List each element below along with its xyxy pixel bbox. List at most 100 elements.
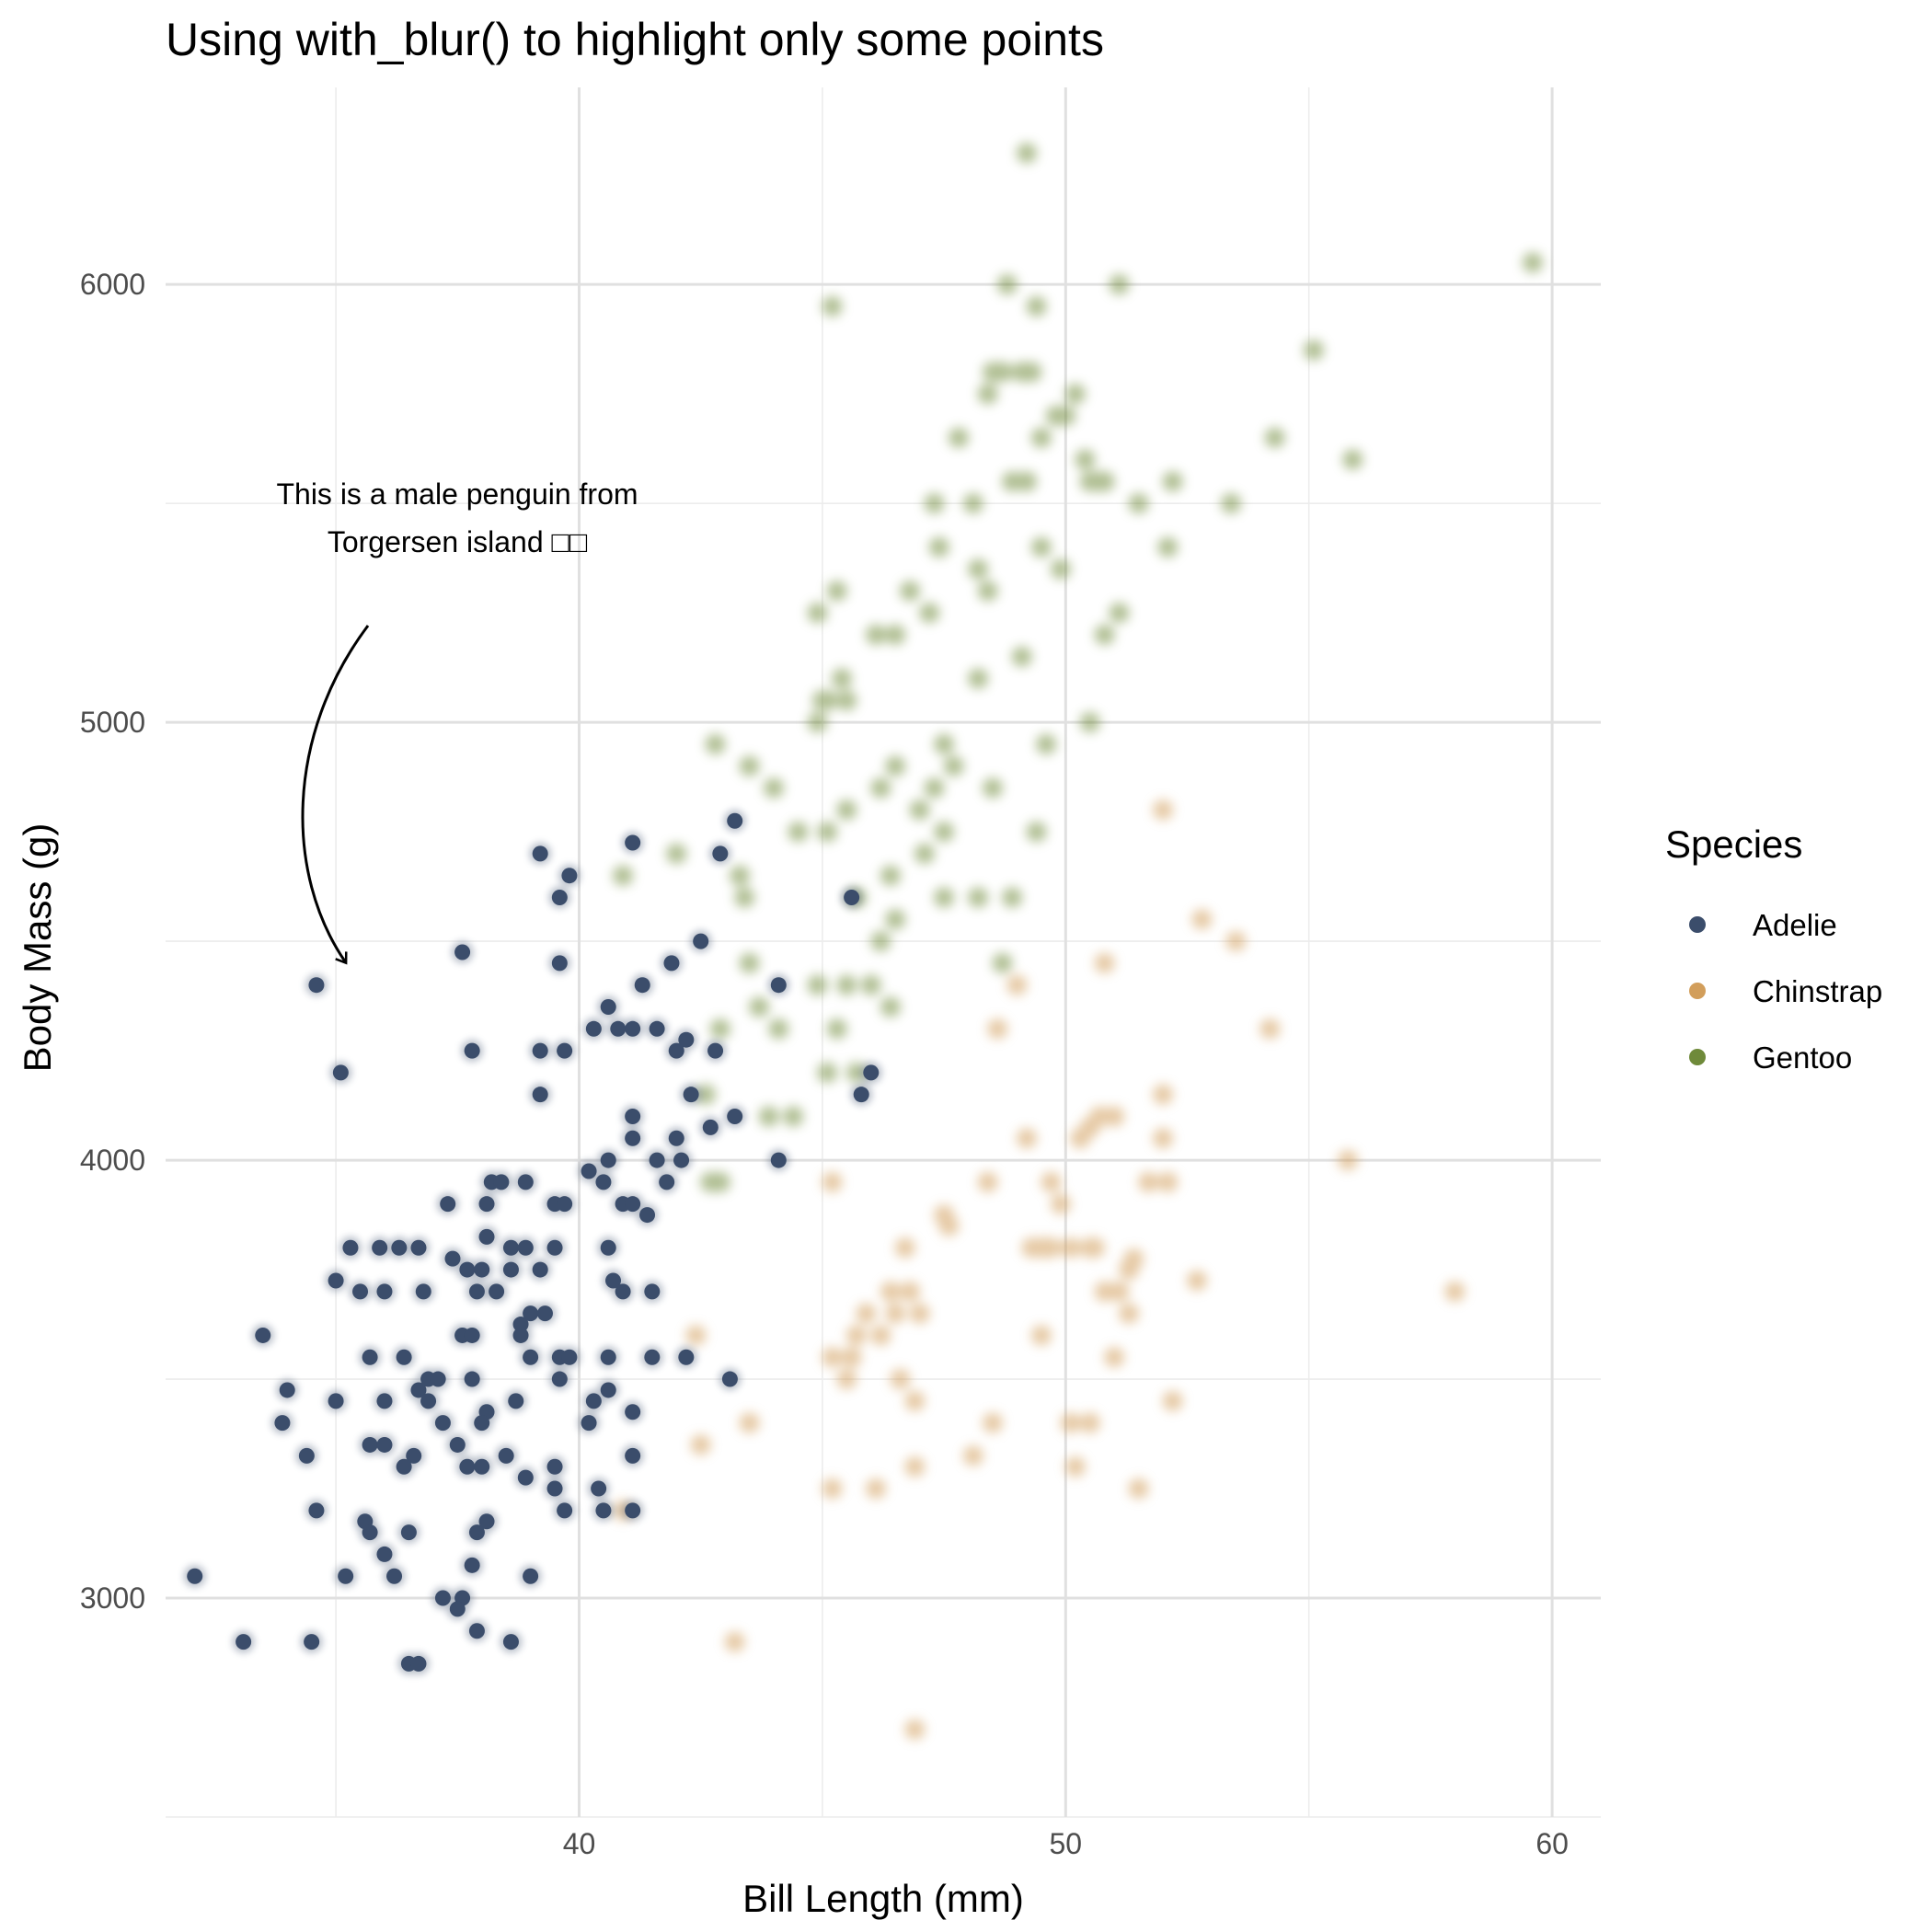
adelie-point xyxy=(459,1261,476,1278)
chinstrap-point xyxy=(1041,1171,1062,1192)
adelie-point xyxy=(600,1382,616,1398)
adelie-point xyxy=(332,1064,349,1081)
adelie-point xyxy=(561,868,578,884)
adelie-point xyxy=(532,1087,548,1103)
adelie-point xyxy=(770,977,787,994)
adelie-point xyxy=(625,1404,641,1420)
adelie-point xyxy=(668,1130,684,1146)
gentoo-point xyxy=(1026,295,1047,316)
gentoo-point xyxy=(1075,449,1096,470)
adelie-point xyxy=(362,1436,378,1453)
adelie-point xyxy=(591,1480,607,1497)
gentoo-point xyxy=(788,822,809,843)
adelie-point xyxy=(376,1283,393,1300)
adelie-point xyxy=(372,1239,388,1256)
gentoo-point xyxy=(1079,471,1100,492)
gentoo-point xyxy=(928,536,949,558)
gentoo-point xyxy=(1055,405,1076,426)
adelie-point xyxy=(502,1239,519,1256)
adelie-point xyxy=(581,1163,597,1179)
adelie-point xyxy=(853,1087,869,1103)
chinstrap-point xyxy=(1444,1281,1466,1302)
adelie-point xyxy=(557,1196,573,1213)
chinstrap-point xyxy=(890,1369,911,1390)
adelie-point xyxy=(502,1634,519,1650)
adelie-point xyxy=(430,1371,446,1387)
gentoo-point xyxy=(1026,822,1047,843)
gentoo-point xyxy=(934,822,955,843)
gentoo-point xyxy=(885,755,906,776)
chinstrap-point xyxy=(977,1171,998,1192)
adelie-point xyxy=(585,1020,602,1037)
gentoo-point xyxy=(1011,646,1032,667)
gentoo-point xyxy=(1030,536,1052,558)
adelie-point xyxy=(308,977,325,994)
adelie-point xyxy=(595,1502,612,1519)
gentoo-point xyxy=(1109,274,1130,295)
adelie-point xyxy=(644,1349,661,1365)
legend-label: Adelie xyxy=(1753,908,1837,942)
chinstrap-point xyxy=(724,1631,745,1652)
adelie-point xyxy=(352,1283,369,1300)
adelie-point xyxy=(532,1261,548,1278)
chinstrap-point xyxy=(1187,1270,1208,1291)
adelie-point xyxy=(702,1119,719,1135)
y-tick-label: 4000 xyxy=(80,1144,145,1177)
chinstrap-point xyxy=(904,1719,926,1740)
chinstrap-point xyxy=(1338,1150,1359,1171)
adelie-point xyxy=(517,1469,534,1486)
gentoo-point xyxy=(1264,427,1285,448)
adelie-point xyxy=(502,1261,519,1278)
adelie-point xyxy=(721,1371,738,1387)
adelie-point xyxy=(678,1031,695,1048)
adelie-point xyxy=(376,1393,393,1409)
adelie-point xyxy=(600,1349,616,1365)
chinstrap-point xyxy=(845,1325,867,1346)
adelie-point xyxy=(474,1458,490,1475)
gentoo-point xyxy=(870,931,891,952)
gentoo-point xyxy=(822,295,843,316)
legend-item-adelie: Adelie xyxy=(1689,908,1837,942)
chinstrap-point xyxy=(856,1303,877,1324)
adelie-point xyxy=(615,1283,631,1300)
gentoo-point xyxy=(666,843,687,864)
adelie-point xyxy=(625,834,641,851)
gentoo-point xyxy=(880,996,901,1018)
adelie-point xyxy=(581,1415,597,1432)
adelie-point xyxy=(255,1327,271,1343)
adelie-point xyxy=(625,1196,641,1213)
chinstrap-point xyxy=(685,1325,707,1346)
gentoo-point xyxy=(613,865,634,886)
gentoo-point xyxy=(817,1062,838,1083)
gentoo-point xyxy=(982,777,1003,799)
gentoo-point xyxy=(1079,712,1100,733)
legend-item-chinstrap: Chinstrap xyxy=(1689,974,1882,1008)
legend-swatch xyxy=(1689,983,1706,999)
chinstrap-point xyxy=(836,1369,857,1390)
adelie-point xyxy=(464,1327,480,1343)
gentoo-point xyxy=(758,1106,779,1127)
adelie-point xyxy=(459,1458,476,1475)
y-tick-label: 5000 xyxy=(80,706,145,739)
adelie-point xyxy=(328,1272,344,1289)
adelie-point xyxy=(449,1601,466,1617)
gentoo-point xyxy=(807,712,828,733)
gentoo-point xyxy=(919,603,940,624)
legend-swatch xyxy=(1689,1049,1706,1065)
adelie-point xyxy=(517,1239,534,1256)
gentoo-point xyxy=(885,909,906,930)
gentoo-point xyxy=(730,865,750,886)
gentoo-point xyxy=(826,1018,847,1040)
adelie-point xyxy=(236,1634,252,1650)
adelie-point xyxy=(600,1239,616,1256)
adelie-point xyxy=(625,1020,641,1037)
gentoo-point xyxy=(1002,887,1023,908)
gentoo-point xyxy=(924,777,945,799)
adelie-point xyxy=(342,1239,359,1256)
chinstrap-point xyxy=(1104,1347,1125,1368)
adelie-point xyxy=(532,845,548,862)
gentoo-point xyxy=(1051,558,1072,580)
x-axis-title: Bill Length (mm) xyxy=(742,1877,1024,1920)
adelie-point xyxy=(693,933,709,949)
